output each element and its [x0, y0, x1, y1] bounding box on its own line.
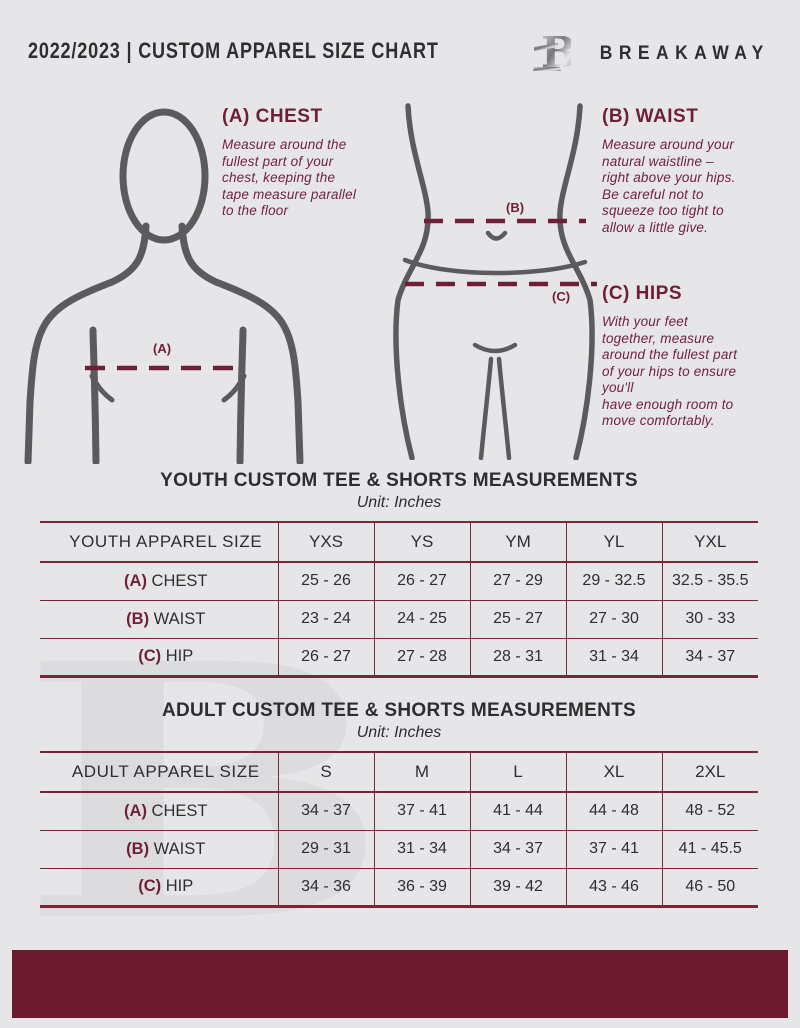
chest-marker-label: (A) — [153, 341, 172, 356]
row-label-text: CHEST — [151, 571, 208, 590]
youth-size-yxs: YXS — [277, 522, 374, 562]
youth-section-unit: Unit: Inches — [356, 494, 442, 511]
adult-section-title: ADULT CUSTOM TEE & SHORTS MEASUREMENTS — [161, 700, 637, 721]
adult-size-xl: XL — [565, 752, 662, 792]
chest-guide-heading: (A) CHEST — [222, 106, 323, 127]
size-cell: 34 - 36 — [277, 868, 374, 906]
row-prefix: (C) — [138, 647, 162, 665]
size-cell: 26 - 27 — [277, 638, 374, 676]
hips-guide-heading: (C) HIPS — [602, 283, 682, 304]
row-prefix: (A) — [124, 801, 147, 820]
size-cell: 36 - 39 — [373, 868, 470, 906]
row-label-hip: (C) HIP — [40, 638, 278, 676]
youth-size-table: YOUTH APPAREL SIZE YXS YS YM YL YXL (A) … — [40, 521, 758, 678]
adult-size-2xl: 2XL — [661, 752, 758, 792]
adult-waist-row: (B) WAIST 29 - 31 31 - 34 34 - 37 37 - 4… — [40, 830, 758, 868]
adult-chest-row: (A) CHEST 34 - 37 37 - 41 41 - 44 44 - 4… — [40, 792, 758, 830]
row-prefix: (C) — [138, 877, 162, 895]
youth-chest-row: (A) CHEST 25 - 26 26 - 27 27 - 29 29 - 3… — [40, 562, 758, 600]
row-prefix: (A) — [124, 571, 147, 590]
chest-guide: (A) CHEST Measure around the fullest par… — [222, 106, 402, 220]
row-label-text: CHEST — [151, 801, 208, 820]
adult-size-table: ADULT APPAREL SIZE S M L XL 2XL (A) CHES… — [40, 751, 758, 908]
chest-guide-text: Measure around the fullest part of your … — [222, 137, 357, 218]
waist-guide-heading: (B) WAIST — [602, 106, 699, 127]
waist-guide: (B) WAIST Measure around your natural wa… — [602, 106, 792, 236]
size-cell: 25 - 27 — [469, 600, 566, 638]
size-cell: 39 - 42 — [469, 868, 566, 906]
size-cell: 29 - 31 — [277, 830, 374, 868]
brand-name: BREAKAWAY — [600, 42, 770, 64]
youth-waist-row: (B) WAIST 23 - 24 24 - 25 25 - 27 27 - 3… — [40, 600, 758, 638]
torso-outline-drawing — [24, 108, 304, 466]
hips-guide: (C) HIPS With your feet together, measur… — [602, 283, 792, 430]
size-cell: 41 - 44 — [469, 792, 566, 830]
size-cell: 48 - 52 — [661, 792, 758, 830]
youth-section-title: YOUTH CUSTOM TEE & SHORTS MEASUREMENTS — [160, 470, 638, 491]
waist-marker-label: (B) — [506, 200, 525, 215]
size-cell: 31 - 34 — [565, 638, 662, 676]
adult-size-s: S — [277, 752, 374, 792]
size-cell: 44 - 48 — [565, 792, 662, 830]
youth-header-row: YOUTH APPAREL SIZE YXS YS YM YL YXL — [40, 522, 758, 562]
torso-figure — [8, 96, 328, 469]
row-label-hip: (C) HIP — [40, 868, 278, 906]
youth-size-ys: YS — [373, 522, 470, 562]
adult-size-l: L — [469, 752, 566, 792]
size-cell: 41 - 45.5 — [661, 830, 758, 868]
adult-section-unit: Unit: Inches — [356, 724, 442, 741]
adult-section: ADULT CUSTOM TEE & SHORTS MEASUREMENTS U… — [40, 700, 758, 908]
row-label-chest: (A) CHEST — [40, 562, 278, 600]
lower-body-figure — [388, 100, 600, 465]
size-cell: 34 - 37 — [277, 792, 374, 830]
youth-hip-row: (C) HIP 26 - 27 27 - 28 28 - 31 31 - 34 … — [40, 638, 758, 676]
lower-body-outline-drawing — [393, 103, 597, 461]
size-cell: 31 - 34 — [373, 830, 470, 868]
size-cell: 34 - 37 — [661, 638, 758, 676]
size-cell: 43 - 46 — [565, 868, 662, 906]
row-label-chest: (A) CHEST — [40, 792, 278, 830]
page-title: 2022/2023 | CUSTOM APPAREL SIZE CHART — [28, 38, 439, 63]
row-label-waist: (B) WAIST — [40, 830, 278, 868]
size-cell: 27 - 29 — [469, 562, 566, 600]
adult-header-label: ADULT APPAREL SIZE — [71, 762, 260, 781]
youth-section: YOUTH CUSTOM TEE & SHORTS MEASUREMENTS U… — [40, 470, 758, 678]
size-cell: 24 - 25 — [373, 600, 470, 638]
row-prefix: (B) — [126, 839, 150, 858]
size-cell: 32.5 - 35.5 — [661, 562, 758, 600]
adult-header-row: ADULT APPAREL SIZE S M L XL 2XL — [40, 752, 758, 792]
brand-b-icon: B — [533, 26, 577, 81]
row-prefix: (B) — [126, 609, 150, 628]
adult-hip-row: (C) HIP 34 - 36 36 - 39 39 - 42 43 - 46 … — [40, 868, 758, 906]
header: 2022/2023 | CUSTOM APPAREL SIZE CHART B — [0, 0, 800, 92]
footer-bar — [12, 950, 788, 1018]
size-cell: 25 - 26 — [277, 562, 374, 600]
size-cell: 37 - 41 — [565, 830, 662, 868]
adult-size-m: M — [373, 752, 470, 792]
youth-size-yl: YL — [565, 522, 662, 562]
youth-header-label: YOUTH APPAREL SIZE — [69, 532, 263, 551]
size-cell: 34 - 37 — [469, 830, 566, 868]
size-cell: 27 - 30 — [565, 600, 662, 638]
hips-guide-text: With your feet together, measure around … — [602, 314, 738, 428]
size-cell: 27 - 28 — [373, 638, 470, 676]
hips-marker-label: (C) — [552, 289, 571, 304]
row-label-text: HIP — [165, 877, 194, 895]
size-cell: 23 - 24 — [277, 600, 374, 638]
waist-guide-text: Measure around your natural waistline – … — [602, 137, 736, 235]
row-label-waist: (B) WAIST — [40, 600, 278, 638]
size-cell: 37 - 41 — [373, 792, 470, 830]
size-cell: 46 - 50 — [661, 868, 758, 906]
size-cell: 29 - 32.5 — [565, 562, 662, 600]
row-label-text: WAIST — [153, 839, 206, 858]
size-cell: 26 - 27 — [373, 562, 470, 600]
youth-size-yxl: YXL — [661, 522, 758, 562]
size-cell: 30 - 33 — [661, 600, 758, 638]
brand-logo: B BREAKAWAY — [533, 26, 770, 81]
row-label-text: HIP — [165, 647, 194, 665]
youth-size-ym: YM — [469, 522, 566, 562]
row-label-text: WAIST — [153, 609, 206, 628]
size-cell: 28 - 31 — [469, 638, 566, 676]
